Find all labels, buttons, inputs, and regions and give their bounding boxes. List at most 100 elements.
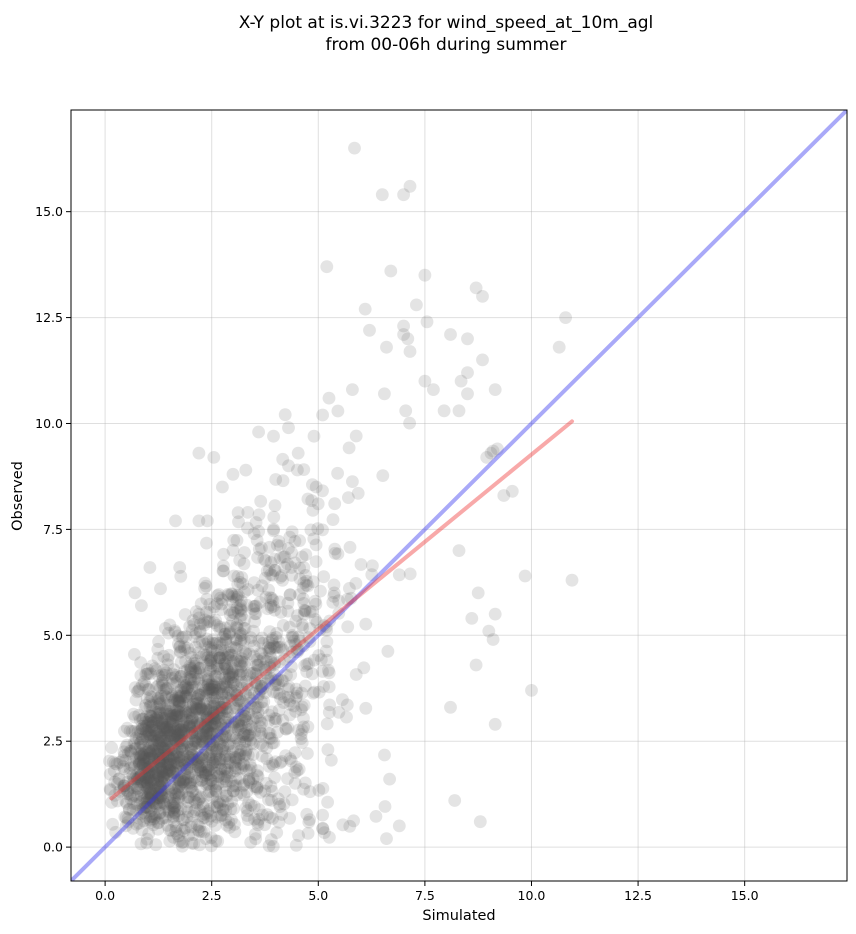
- scatter-point: [171, 704, 184, 718]
- scatter-point: [234, 708, 248, 722]
- scatter-point: [225, 587, 238, 601]
- scatter-point: [168, 733, 182, 746]
- scatter-point: [103, 767, 117, 781]
- scatter-point: [305, 494, 319, 508]
- scatter-point: [279, 749, 292, 762]
- scatter-point: [235, 659, 248, 673]
- scatter-point: [168, 624, 182, 638]
- scatter-point: [139, 710, 153, 724]
- scatter-point: [185, 650, 199, 664]
- scatter-point: [160, 704, 174, 718]
- scatter-point: [181, 735, 195, 749]
- scatter-point: [262, 726, 275, 740]
- scatter-point: [193, 717, 207, 731]
- scatter-point: [196, 728, 210, 741]
- scatter-point: [316, 822, 330, 836]
- scatter-point: [161, 658, 175, 672]
- scatter-point: [242, 683, 255, 696]
- scatter-point: [182, 705, 196, 719]
- scatter-point: [234, 603, 248, 616]
- scatter-point: [137, 758, 151, 771]
- scatter-point: [365, 568, 379, 582]
- scatter-point: [202, 686, 216, 700]
- scatter-point: [341, 592, 354, 606]
- scatter-point: [162, 750, 176, 763]
- scatter-point: [227, 677, 240, 690]
- scatter-point: [184, 663, 198, 677]
- scatter-point: [308, 613, 322, 626]
- scatter-point: [264, 598, 278, 612]
- scatter-point: [224, 774, 238, 788]
- scatter-point: [266, 840, 280, 853]
- scatter-point: [207, 600, 221, 614]
- scatter-point: [232, 694, 245, 708]
- scatter-point: [139, 782, 153, 796]
- scatter-point: [199, 579, 213, 593]
- scatter-point: [130, 781, 144, 795]
- scatter-point: [444, 700, 457, 714]
- scatter-point: [210, 766, 224, 780]
- scatter-point: [210, 676, 223, 689]
- scatter-point: [196, 735, 210, 748]
- scatter-point: [214, 643, 228, 657]
- scatter-point: [202, 764, 215, 777]
- scatter-point: [141, 683, 155, 696]
- scatter-point: [378, 387, 391, 401]
- scatter-point: [235, 681, 249, 695]
- scatter-point: [172, 779, 186, 793]
- scatter-point: [204, 737, 217, 750]
- scatter-point: [225, 648, 239, 662]
- scatter-point: [268, 552, 281, 566]
- scatter-point: [153, 692, 167, 706]
- scatter-point: [206, 633, 220, 646]
- scatter-point: [220, 661, 234, 674]
- scatter-point: [286, 630, 300, 644]
- scatter-point: [187, 737, 201, 751]
- scatter-point: [136, 732, 150, 746]
- scatter-point: [216, 564, 230, 578]
- scatter-point: [186, 737, 200, 751]
- scatter-point: [226, 784, 240, 798]
- scatter-point: [244, 798, 258, 812]
- scatter-point: [226, 665, 240, 678]
- scatter-point: [201, 653, 215, 667]
- scatter-point: [181, 671, 195, 685]
- scatter-point: [162, 751, 176, 764]
- scatter-point: [191, 716, 205, 729]
- scatter-point: [185, 752, 199, 766]
- scatter-point: [336, 818, 350, 832]
- scatter-point: [160, 818, 174, 832]
- scatter-point: [309, 480, 323, 494]
- scatter-point: [139, 800, 152, 814]
- scatter-point: [297, 782, 310, 796]
- scatter-point: [134, 750, 148, 763]
- scatter-point: [253, 596, 267, 609]
- scatter-point: [161, 758, 175, 772]
- scatter-point: [156, 811, 170, 824]
- scatter-point: [201, 710, 214, 724]
- scatter-point: [220, 701, 233, 715]
- scatter-point: [265, 784, 279, 798]
- scatter-point: [230, 701, 244, 715]
- scatter-point: [134, 802, 148, 816]
- y-tick-label: 12.5: [35, 310, 63, 325]
- y-tick-label: 5.0: [43, 628, 63, 643]
- scatter-point: [276, 619, 290, 632]
- scatter-point: [293, 534, 306, 547]
- scatter-point: [283, 530, 297, 544]
- scatter-point: [146, 744, 160, 758]
- scatter-point: [206, 739, 220, 752]
- scatter-point: [255, 631, 269, 645]
- scatter-point: [142, 752, 156, 765]
- scatter-point: [133, 770, 147, 784]
- scatter-point: [253, 724, 266, 738]
- scatter-point: [159, 749, 173, 763]
- scatter-point: [202, 763, 216, 777]
- scatter-point: [161, 804, 175, 818]
- scatter-point: [215, 701, 229, 714]
- scatter-point: [268, 668, 281, 681]
- scatter-point: [127, 648, 141, 661]
- scatter-point: [154, 743, 167, 757]
- scatter-point: [267, 429, 280, 443]
- scatter-point: [244, 733, 257, 747]
